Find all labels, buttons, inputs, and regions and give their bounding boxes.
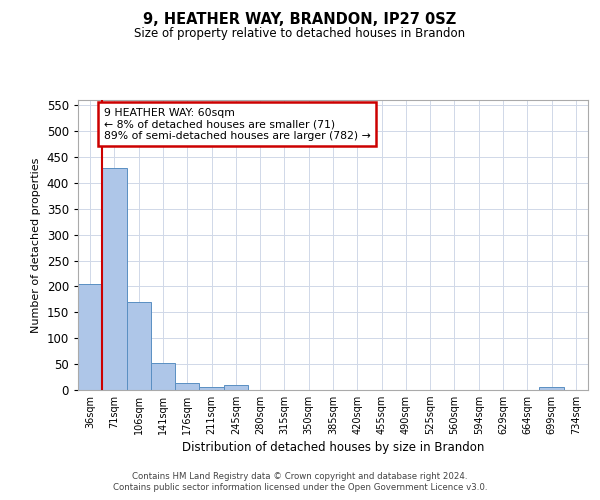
Bar: [199, 388, 224, 390]
Text: Size of property relative to detached houses in Brandon: Size of property relative to detached ho…: [134, 28, 466, 40]
Text: Distribution of detached houses by size in Brandon: Distribution of detached houses by size …: [182, 441, 484, 454]
Text: Contains HM Land Registry data © Crown copyright and database right 2024.: Contains HM Land Registry data © Crown c…: [132, 472, 468, 481]
Bar: [175, 384, 199, 390]
Bar: [224, 385, 248, 390]
Text: 9, HEATHER WAY, BRANDON, IP27 0SZ: 9, HEATHER WAY, BRANDON, IP27 0SZ: [143, 12, 457, 28]
Bar: [78, 284, 102, 390]
Text: Contains public sector information licensed under the Open Government Licence v3: Contains public sector information licen…: [113, 484, 487, 492]
Bar: [539, 388, 564, 390]
Bar: [151, 362, 175, 390]
Bar: [102, 168, 127, 390]
Y-axis label: Number of detached properties: Number of detached properties: [31, 158, 41, 332]
Text: 9 HEATHER WAY: 60sqm
← 8% of detached houses are smaller (71)
89% of semi-detach: 9 HEATHER WAY: 60sqm ← 8% of detached ho…: [104, 108, 370, 141]
Bar: [127, 302, 151, 390]
